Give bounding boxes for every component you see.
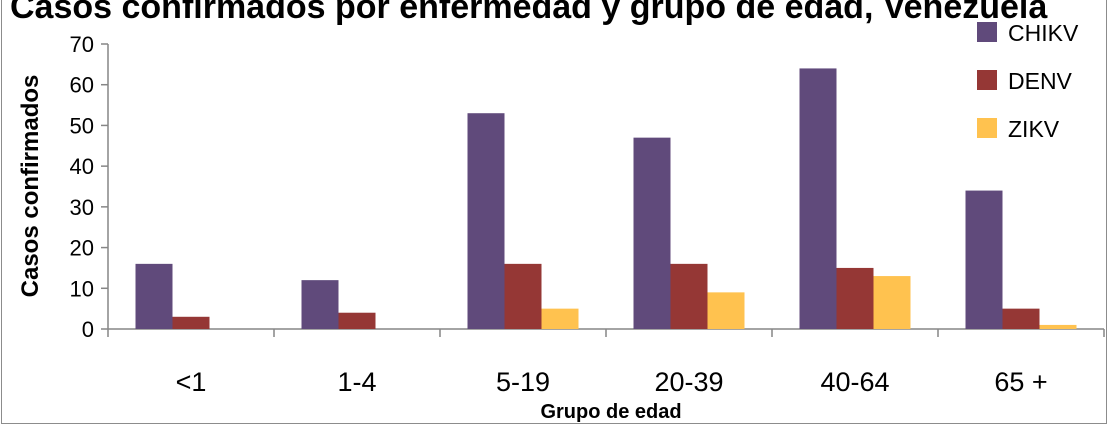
bar-denv [1002, 308, 1040, 329]
y-tick-label: 10 [70, 276, 94, 301]
chart-title: Casos confirmados por enfermedad y grupo… [10, 0, 1048, 26]
y-tick-label: 70 [70, 32, 94, 57]
bar-chikv [135, 263, 173, 329]
bar-chikv [633, 137, 671, 329]
bar-denv [504, 263, 542, 329]
bar-denv [338, 312, 376, 329]
bar-denv [670, 263, 708, 329]
bar-zikv [1039, 324, 1077, 329]
legend-label-chikv: CHIKV [1008, 20, 1079, 46]
x-axis-title: Grupo de edad [540, 401, 681, 423]
x-tick-label: 40-64 [820, 367, 889, 397]
legend-swatch-denv [977, 70, 997, 90]
bar-chikv [799, 68, 837, 329]
plot-area: 0 10 20 30 40 50 60 70 <1 1-4 5-19 20-39 40-64 65 + [70, 32, 1105, 397]
y-tick-label: 50 [70, 113, 94, 138]
x-tick-label: 65 + [994, 367, 1047, 397]
legend-label-zikv: ZIKV [1008, 116, 1060, 142]
y-tick-label: 60 [70, 73, 94, 98]
legend-swatch-zikv [977, 118, 997, 138]
legend: CHIKV DENV ZIKV [977, 20, 1079, 142]
bar-chikv [467, 113, 505, 329]
bar-denv [172, 316, 210, 329]
y-tick-label: 30 [70, 195, 94, 220]
x-tick-label: 1-4 [337, 367, 376, 397]
x-tick-label: 20-39 [654, 367, 723, 397]
bar-chikv [301, 280, 339, 329]
y-axis-title: Casos confirmados [17, 75, 44, 298]
x-tick-label: 5-19 [496, 367, 550, 397]
legend-swatch-chikv [977, 22, 997, 42]
bar-denv [836, 267, 874, 329]
x-tick-label: <1 [176, 367, 207, 397]
y-tick-label: 40 [70, 154, 94, 179]
bar-zikv [707, 292, 745, 329]
bar-zikv [541, 308, 579, 329]
bar-chikv [965, 190, 1003, 329]
y-tick-label: 20 [70, 236, 94, 261]
y-tick-label: 0 [82, 317, 94, 342]
legend-label-denv: DENV [1008, 68, 1073, 94]
bar-zikv [873, 276, 911, 329]
